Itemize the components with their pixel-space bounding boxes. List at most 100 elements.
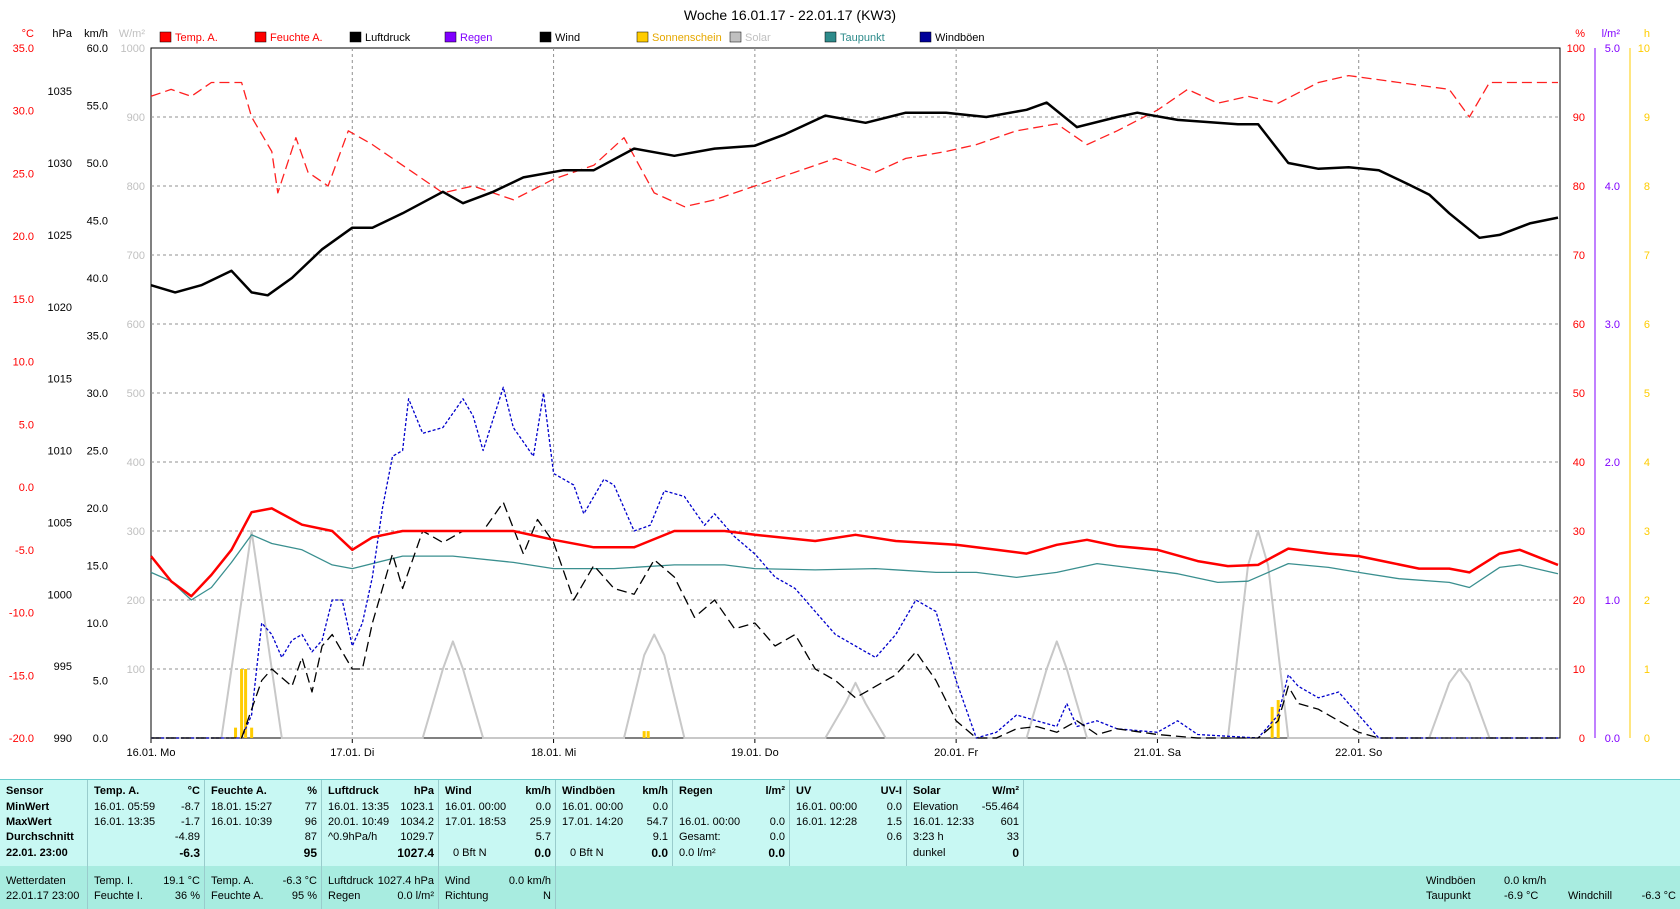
axis-tick-solar: 500 (127, 388, 145, 400)
stats-rain-unit: l/m² (765, 785, 785, 797)
axis-tick-pressure: 995 (54, 661, 72, 673)
stats-col-gust: Windböen km/h 16.01. 00:00 0.0 17.01. 14:2… (556, 780, 673, 866)
stats-current-label: 22.01. 23:00 (6, 847, 68, 859)
axis-tick-sun: 3 (1644, 526, 1650, 538)
stats-press-trend: ^0.9hPa/h (328, 831, 378, 843)
status-wind-label: Wind (445, 875, 471, 887)
axis-tick-wind: 15.0 (87, 561, 108, 573)
stats-solar-current-text: dunkel (913, 847, 946, 859)
axis-tick-solar: 400 (127, 457, 145, 469)
status-wind: Wind 0.0 km/h Richtung N (439, 866, 556, 909)
status-hum-a-label: Feuchte A. (211, 890, 264, 902)
axis-tick-temp: 0.0 (19, 482, 34, 494)
status-outdoor: Temp. A. -6.3 °C Feuchte A. 95 % (205, 866, 322, 909)
stats-gust-current-value: 0.0 (651, 846, 668, 860)
stats-uv-unit: UV-I (880, 785, 902, 797)
axis-tick-wind: 50.0 (87, 158, 108, 170)
status-hum-a-value: 95 % (291, 890, 317, 902)
legend-swatch (444, 31, 457, 43)
stats-gust-beaufort: 0 Bft N (570, 847, 604, 859)
stats-gust-min-time: 16.01. 00:00 (562, 801, 624, 813)
axis-tick-wind: 5.0 (93, 676, 108, 688)
stats-col-wind: Wind km/h 16.01. 00:00 0.0 17.01. 18:53 25.… (439, 780, 556, 866)
stats-table: Sensor MinWert MaxWert Durchschnitt 22.0… (0, 779, 1680, 867)
status-gust-value: 0.0 km/h (1504, 875, 1547, 887)
axis-tick-solar: 900 (127, 112, 145, 124)
stats-press-min-value: 1023.1 (400, 801, 434, 813)
stats-hum-max-time: 16.01. 10:39 (211, 816, 273, 828)
stats-solar-max-value: 601 (1000, 816, 1019, 828)
legend-swatch (824, 31, 837, 43)
axis-tick-humidity: 20 (1573, 595, 1585, 607)
legend-label: Wind (555, 32, 580, 44)
axis-tick-wind: 55.0 (87, 101, 108, 113)
stats-rain-max-time: 16.01. 00:00 (679, 816, 741, 828)
axis-tick-temp: -15.0 (9, 670, 34, 682)
stats-solar-avg-value: 33 (1006, 831, 1019, 843)
stats-wind-min-value: 0.0 (535, 801, 551, 813)
axis-tick-solar: 300 (127, 526, 145, 538)
stats-col-rain: Regen l/m² 16.01. 00:00 0.0 Gesamt: 0.0 0.0… (673, 780, 790, 866)
axis-tick-temp: 10.0 (13, 357, 34, 369)
status-hum-i-label: Feuchte I. (94, 890, 143, 902)
axis-unit-rain: l/m² (1602, 28, 1621, 40)
stats-uv-min-value: 0.0 (886, 801, 902, 813)
x-tick-label: 20.01. Fr (934, 747, 978, 759)
stats-wind-beaufort: 0 Bft N (453, 847, 487, 859)
stats-col-pressure: Luftdruck hPa 16.01. 13:35 1023.1 20.01. 1… (322, 780, 439, 866)
axis-tick-solar: 1000 (121, 43, 145, 55)
stats-rain-current-text: 0.0 l/m² (679, 847, 716, 859)
status-temp-a-value: -6.3 °C (282, 875, 317, 887)
stats-temp-header: Temp. A. (94, 785, 140, 797)
legend-label: Windböen (935, 32, 985, 44)
legend-swatch (349, 31, 362, 43)
stats-col-sensor: Sensor MinWert MaxWert Durchschnitt 22.0… (0, 780, 88, 866)
stats-press-min-time: 16.01. 13:35 (328, 801, 390, 813)
axis-tick-sun: 8 (1644, 181, 1650, 193)
axis-tick-temp: -10.0 (9, 608, 34, 620)
status-bar: Wetterdaten 22.01.17 23:00 Temp. I. 19.1 … (0, 866, 1680, 909)
stats-sensor-header: Sensor (6, 785, 44, 797)
status-wind-value: 0.0 km/h (508, 875, 551, 887)
axis-tick-wind: 20.0 (87, 503, 108, 515)
axis-tick-rain: 5.0 (1605, 43, 1620, 55)
series-sonnenschein-bar (234, 727, 238, 738)
stats-max-label: MaxWert (6, 816, 52, 828)
status-right: Windböen 0.0 km/h Taupunkt -6.9 °C Windchil… (1420, 866, 1680, 909)
axis-tick-pressure: 1005 (48, 517, 72, 529)
stats-rain-max-value: 0.0 (769, 816, 785, 828)
status-weather-time: 22.01.17 23:00 (6, 890, 80, 902)
stats-gust-unit: km/h (642, 785, 668, 797)
stats-temp-unit: °C (187, 785, 200, 797)
stats-col-solar: Solar W/m² Elevation -55.464 16.01. 12:33 6… (907, 780, 1024, 866)
legend-label: Sonnenschein (652, 32, 722, 44)
series-temp-a-line (150, 507, 1559, 598)
stats-col-humidity: Feuchte A.% 18.01. 15:27 77 16.01. 10:39 9… (205, 780, 322, 866)
axis-tick-humidity: 40 (1573, 457, 1585, 469)
status-temp-i-label: Temp. I. (94, 875, 134, 887)
legend-swatch (539, 31, 552, 43)
axis-tick-wind: 35.0 (87, 331, 108, 343)
stats-gust-min-value: 0.0 (652, 801, 668, 813)
status-direction-value: N (543, 890, 551, 902)
legend-label: Solar (745, 32, 771, 44)
stats-solar-unit: W/m² (992, 785, 1019, 797)
axis-tick-temp: 35.0 (13, 43, 34, 55)
stats-temp-max-value: -1.7 (181, 816, 200, 828)
stats-hum-header: Feuchte A. (211, 785, 267, 797)
x-tick-label: 21.01. Sa (1134, 747, 1182, 759)
stats-hum-avg-value: 87 (304, 831, 317, 843)
axis-tick-humidity: 100 (1567, 43, 1585, 55)
status-gust-label: Windböen (1426, 875, 1476, 887)
stats-solar-max-time: 16.01. 12:33 (913, 816, 975, 828)
series-sonnenschein-bar (244, 669, 248, 738)
axis-tick-rain: 4.0 (1605, 181, 1620, 193)
stats-hum-max-value: 96 (304, 816, 317, 828)
status-rain-label: Regen (328, 890, 361, 902)
stats-rain-header: Regen (679, 785, 713, 797)
stats-col-uv: UV UV-I 16.01. 00:00 0.0 16.01. 12:28 1.5 0… (790, 780, 907, 866)
axis-tick-pressure: 990 (54, 733, 72, 745)
stats-temp-min-time: 16.01. 05:59 (94, 801, 156, 813)
axis-tick-sun: 7 (1644, 250, 1650, 262)
x-tick-label: 18.01. Mi (531, 747, 576, 759)
